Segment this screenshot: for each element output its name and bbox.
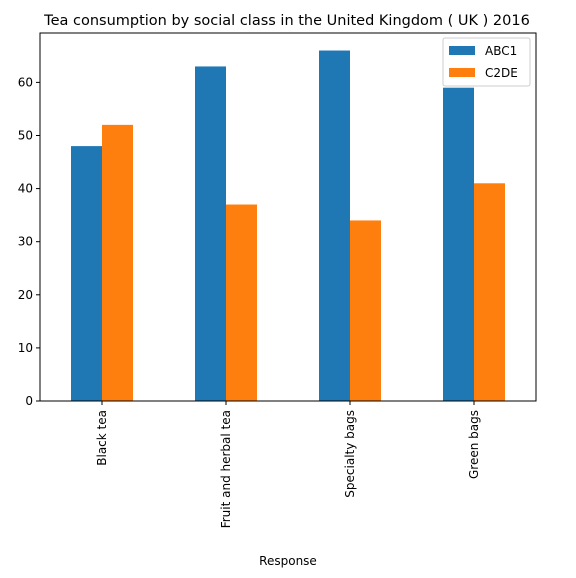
- y-tick-label-60: 60: [18, 75, 33, 89]
- y-tick-label-40: 40: [18, 182, 33, 196]
- x-tick-label-0: Black tea: [95, 410, 109, 466]
- y-tick-label-20: 20: [18, 288, 33, 302]
- bar-abc1-3: [443, 88, 474, 401]
- x-tick-label-1: Fruit and herbal tea: [219, 410, 233, 528]
- bar-c2de-2: [350, 220, 381, 401]
- x-tick-label-3: Green bags: [467, 410, 481, 479]
- bar-c2de-1: [226, 205, 257, 401]
- bar-abc1-0: [71, 146, 102, 401]
- bars-layer: [71, 51, 505, 401]
- bar-c2de-3: [474, 183, 505, 401]
- legend-swatch-c2de: [449, 68, 475, 77]
- bar-c2de-0: [102, 125, 133, 401]
- legend-label-abc1: ABC1: [485, 44, 517, 58]
- y-tick-label-30: 30: [18, 235, 33, 249]
- bar-abc1-1: [195, 66, 226, 401]
- legend: ABC1 C2DE: [443, 38, 530, 86]
- x-tick-label-2: Specialty bags: [343, 410, 357, 498]
- y-tick-label-50: 50: [18, 128, 33, 142]
- y-tick-label-0: 0: [25, 394, 33, 408]
- legend-label-c2de: C2DE: [485, 66, 518, 80]
- legend-swatch-abc1: [449, 46, 475, 55]
- y-tick-label-10: 10: [18, 341, 33, 355]
- chart-title: Tea consumption by social class in the U…: [43, 13, 530, 29]
- x-axis-label: Response: [259, 554, 317, 568]
- bar-abc1-2: [319, 51, 350, 401]
